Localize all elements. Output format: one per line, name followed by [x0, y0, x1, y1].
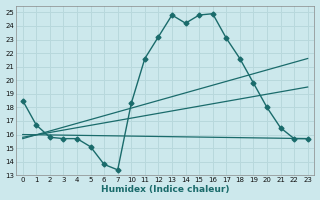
X-axis label: Humidex (Indice chaleur): Humidex (Indice chaleur): [101, 185, 229, 194]
